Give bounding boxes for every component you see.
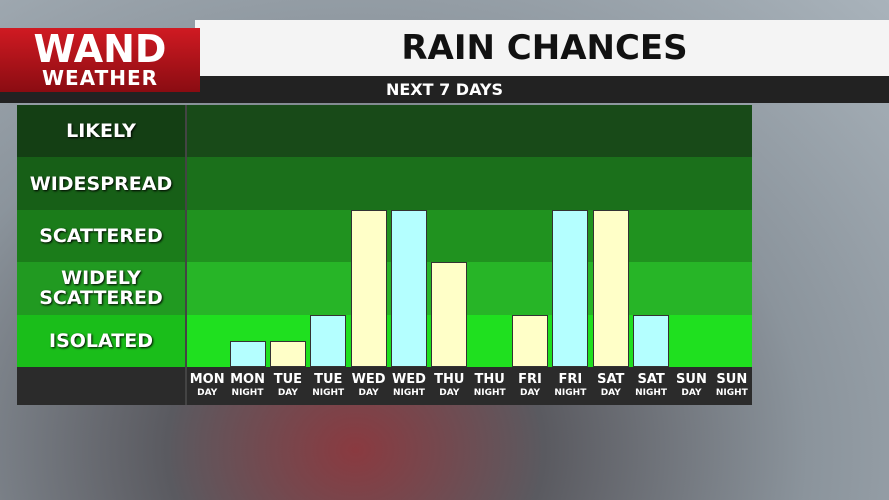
- band-label-bg: [17, 105, 185, 158]
- x-tick-label: SUN: [676, 372, 707, 387]
- x-tick-sublabel: DAY: [439, 388, 460, 398]
- bar: [592, 209, 629, 367]
- x-tick-label: THU: [434, 372, 465, 387]
- x-tick-sublabel: NIGHT: [392, 388, 425, 398]
- y-tick-label: WIDELY SCATTERED: [39, 267, 163, 310]
- x-tick-sublabel: NIGHT: [715, 388, 748, 398]
- title: RAIN CHANCES: [401, 28, 688, 68]
- band: [187, 262, 752, 315]
- x-tick-sublabel: NIGHT: [635, 388, 668, 398]
- x-tick-label: FRI: [518, 372, 542, 387]
- x-tick-label: SUN: [716, 372, 748, 387]
- x-tick-sublabel: NIGHT: [231, 388, 264, 398]
- y-tick-label: ISOLATED: [49, 329, 153, 352]
- x-tick-label: MON: [230, 372, 265, 387]
- x-tick-sublabel: DAY: [277, 388, 298, 398]
- logo-subtext: WEATHER: [41, 66, 159, 90]
- x-tick-label: WED: [351, 372, 386, 387]
- title-bar: [195, 20, 889, 76]
- x-tick-sublabel: NIGHT: [473, 388, 506, 398]
- logo-text: WAND: [33, 27, 167, 71]
- band: [187, 157, 752, 210]
- x-tick-sublabel: DAY: [358, 388, 379, 398]
- bar: [310, 314, 347, 367]
- axis-divider: [185, 105, 187, 405]
- x-axis-band: [17, 367, 752, 405]
- x-tick-label: THU: [474, 372, 505, 387]
- bar: [229, 340, 266, 367]
- band-label-bg: [17, 262, 185, 315]
- x-tick-label: FRI: [558, 372, 583, 387]
- x-tick-sublabel: NIGHT: [312, 388, 345, 398]
- x-tick-sublabel: DAY: [197, 388, 218, 398]
- bar: [552, 209, 589, 367]
- band: [187, 105, 752, 158]
- band-label-bg: [17, 314, 185, 367]
- x-tick-label: TUE: [273, 372, 303, 387]
- x-tick-label: SAT: [597, 372, 625, 387]
- band: [187, 209, 752, 263]
- band-label-bg: [17, 209, 185, 263]
- x-tick-sublabel: DAY: [519, 388, 541, 398]
- logo-box: [0, 28, 200, 92]
- bar: [269, 340, 306, 367]
- bar: [350, 209, 387, 367]
- bar: [390, 209, 427, 367]
- x-tick-label: TUE: [314, 372, 343, 387]
- x-tick-label: MON: [189, 372, 225, 387]
- x-tick-label: SAT: [637, 372, 665, 387]
- y-tick-label: SCATTERED: [39, 224, 163, 247]
- bar: [512, 314, 549, 367]
- y-tick-label: WIDESPREAD: [29, 172, 173, 195]
- subtitle: NEXT 7 DAYS: [385, 80, 504, 99]
- band-label-bg: [17, 157, 185, 210]
- y-tick-label: LIKELY: [66, 120, 136, 143]
- x-tick-sublabel: DAY: [681, 388, 702, 398]
- x-tick-sublabel: NIGHT: [554, 388, 587, 398]
- bar: [431, 262, 468, 367]
- bar: [633, 314, 670, 367]
- x-tick-sublabel: DAY: [600, 388, 621, 398]
- x-tick-label: WED: [391, 372, 426, 387]
